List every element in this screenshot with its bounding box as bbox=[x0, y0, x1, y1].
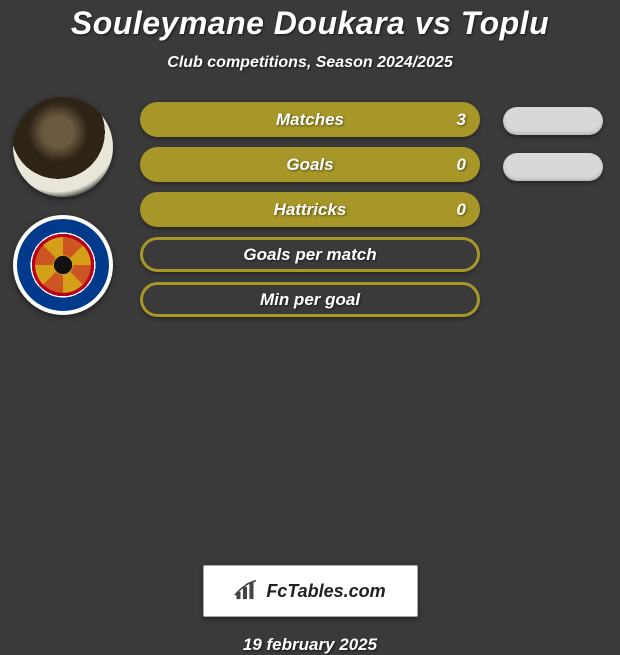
stat-label: Goals bbox=[286, 155, 333, 175]
brand-text: FcTables.com bbox=[266, 581, 385, 602]
stat-value-right: 0 bbox=[457, 155, 466, 175]
page-title: Souleymane Doukara vs Toplu bbox=[0, 5, 620, 42]
left-column bbox=[8, 97, 118, 315]
value-pill bbox=[503, 107, 603, 135]
stat-bar: Min per goal bbox=[140, 282, 480, 317]
comparison-body: Matches 3 Goals 0 Hattricks 0 Goals per match M… bbox=[0, 102, 620, 317]
brand-badge: FcTables.com bbox=[203, 565, 418, 617]
stat-value-right: 3 bbox=[457, 110, 466, 130]
stat-label: Matches bbox=[276, 110, 344, 130]
footer: FcTables.com 19 february 2025 bbox=[0, 565, 620, 655]
subtitle: Club competitions, Season 2024/2025 bbox=[0, 54, 620, 72]
value-pill bbox=[503, 153, 603, 181]
player-avatar bbox=[13, 97, 113, 197]
stat-bar: Goals 0 bbox=[140, 147, 480, 182]
stat-bar: Hattricks 0 bbox=[140, 192, 480, 227]
right-column bbox=[498, 107, 608, 181]
stat-label: Hattricks bbox=[274, 200, 347, 220]
bar-chart-icon bbox=[234, 580, 260, 602]
stat-bar: Matches 3 bbox=[140, 102, 480, 137]
stat-label: Min per goal bbox=[260, 290, 360, 310]
club-badge bbox=[13, 215, 113, 315]
stat-bars: Matches 3 Goals 0 Hattricks 0 Goals per match M… bbox=[140, 102, 480, 317]
stat-value-right: 0 bbox=[457, 200, 466, 220]
stat-label: Goals per match bbox=[243, 245, 376, 265]
stat-bar: Goals per match bbox=[140, 237, 480, 272]
date-text: 19 february 2025 bbox=[243, 635, 377, 655]
